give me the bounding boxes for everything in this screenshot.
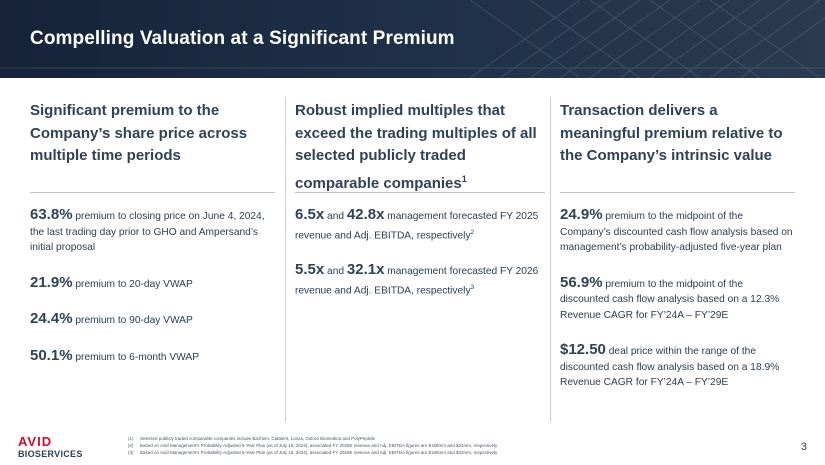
- metric-item: $12.50 deal price within the range of th…: [560, 342, 795, 391]
- metric-item: 21.9% premium to 20-day VWAP: [30, 273, 275, 293]
- metric-value: 24.4%: [30, 310, 73, 327]
- metric-joiner: and: [327, 211, 345, 222]
- column-heading-text: Robust implied multiples that exceed the…: [295, 102, 537, 192]
- column-implied-multiples: Robust implied multiples that exceed the…: [295, 100, 545, 318]
- page-number: 3: [800, 441, 807, 453]
- metric-value: 21.9%: [30, 273, 73, 291]
- footnote-number: (1): [128, 436, 134, 441]
- metric-text: premium to closing price on June 4, 2024…: [30, 211, 265, 253]
- heading-rule: [560, 192, 795, 193]
- metric-text: deal price within the range of the disco…: [560, 346, 780, 388]
- metric-item: 24.4% premium to 90-day VWAP: [30, 311, 275, 329]
- footnote-marker: 1: [461, 173, 467, 184]
- metric-item: 63.8% premium to closing price on June 4…: [30, 207, 275, 256]
- footnote: (2) Based on Avid Management’s Probabilit…: [128, 442, 497, 449]
- header-pattern: [0, 0, 825, 78]
- metric-value-secondary: 42.8x: [346, 206, 385, 223]
- logo-line1: AVID: [18, 434, 53, 449]
- column-heading: Transaction delivers a meaningful premiu…: [560, 102, 783, 164]
- metric-item: 5.5x and 32.1x management forecasted FY …: [295, 262, 545, 298]
- metric-value: 50.1%: [30, 346, 73, 364]
- metric-value: 63.8%: [30, 206, 73, 223]
- column-divider: [550, 97, 551, 422]
- header-banner: Compelling Valuation at a Significant Pr…: [0, 0, 825, 78]
- metric-value: 24.9%: [560, 206, 603, 223]
- metric-value: $12.50: [560, 341, 606, 358]
- footnote: (3) Based on Avid Management’s Probabilit…: [128, 449, 497, 456]
- metric-item: 56.9% premium to the midpoint of the dis…: [560, 273, 795, 324]
- company-logo: AVID BIOSERVICES: [18, 434, 98, 460]
- metric-text: premium to the midpoint of the discounte…: [560, 278, 780, 321]
- metric-text: premium to the midpoint of the Company’s…: [560, 211, 793, 253]
- metric-text: management forecasted FY 2025 revenue an…: [295, 211, 539, 241]
- footnote-marker: 3: [470, 283, 475, 291]
- metric-text: premium to 90-day VWAP: [75, 315, 193, 326]
- footnote-text: Based on Avid Management’s Probability-A…: [140, 450, 498, 455]
- footnote-text: Selected publicly traded comparable comp…: [140, 436, 376, 441]
- column-share-premium: Significant premium to the Company’s sha…: [30, 100, 275, 384]
- footnotes: (1) Selected publicly traded comparable c…: [128, 435, 497, 456]
- metric-value: 6.5x: [295, 206, 325, 223]
- heading-rule: [30, 192, 275, 193]
- footnote: (1) Selected publicly traded comparable c…: [128, 435, 497, 442]
- metric-value-secondary: 32.1x: [346, 261, 385, 279]
- metric-item: 50.1% premium to 6-month VWAP: [30, 346, 275, 366]
- column-intrinsic-value: Transaction delivers a meaningful premiu…: [560, 100, 795, 410]
- logo-line2: BIOSERVICES: [18, 449, 83, 459]
- column-divider: [285, 97, 286, 422]
- metric-item: 24.9% premium to the midpoint of the Com…: [560, 207, 795, 256]
- metric-text: premium to 6-month VWAP: [75, 351, 199, 363]
- metric-text: management forecasted FY 2026 revenue an…: [295, 266, 539, 297]
- metric-value: 5.5x: [295, 261, 325, 279]
- metric-text: premium to 20-day VWAP: [75, 278, 193, 290]
- column-heading: Significant premium to the Company’s sha…: [30, 102, 248, 164]
- metric-value: 56.9%: [560, 273, 603, 291]
- metric-joiner: and: [327, 266, 345, 278]
- footnote-text: Based on Avid Management’s Probability-A…: [140, 443, 498, 448]
- footnote-number: (3): [128, 450, 134, 455]
- footnote-marker: 2: [470, 228, 475, 236]
- heading-rule: [295, 192, 545, 193]
- metric-item: 6.5x and 42.8x management forecasted FY …: [295, 207, 545, 243]
- page-title: Compelling Valuation at a Significant Pr…: [30, 28, 455, 49]
- column-heading: Robust implied multiples that exceed the…: [295, 100, 545, 192]
- footnote-number: (2): [128, 443, 134, 448]
